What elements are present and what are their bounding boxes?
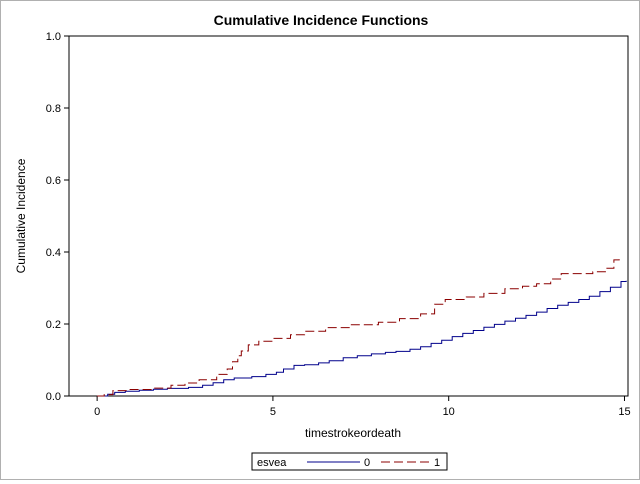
y-tick-label: 1.0 (46, 31, 61, 43)
x-tick-label: 0 (94, 406, 100, 418)
y-tick-label: 0.4 (46, 247, 61, 259)
x-tick-label: 10 (443, 406, 455, 418)
legend-title: esvea (257, 457, 287, 469)
y-tick-label: 0.2 (46, 319, 61, 331)
plot-area: 0.0 0.2 0.4 0.6 0.8 1.0 0 5 10 15 (46, 31, 631, 418)
y-tick-label: 0.0 (46, 391, 61, 403)
y-tick-label: 0.8 (46, 103, 61, 115)
x-axis: 0 5 10 15 (94, 396, 631, 418)
legend-label-0: 0 (364, 457, 370, 469)
legend-label-1: 1 (434, 457, 440, 469)
series-line-1 (97, 259, 620, 397)
series-line-0 (97, 280, 627, 397)
series-layer (97, 259, 627, 397)
x-axis-label: timestrokeordeath (305, 426, 401, 440)
legend: esvea 0 1 (251, 452, 448, 471)
x-tick-label: 15 (618, 406, 630, 418)
plot-border (68, 35, 629, 397)
chart-title: Cumulative Incidence Functions (214, 12, 429, 28)
x-tick-label: 5 (270, 406, 276, 418)
y-tick-label: 0.6 (46, 175, 61, 187)
y-axis-label: Cumulative Incidence (14, 158, 28, 273)
y-axis: 0.0 0.2 0.4 0.6 0.8 1.0 (46, 31, 69, 403)
